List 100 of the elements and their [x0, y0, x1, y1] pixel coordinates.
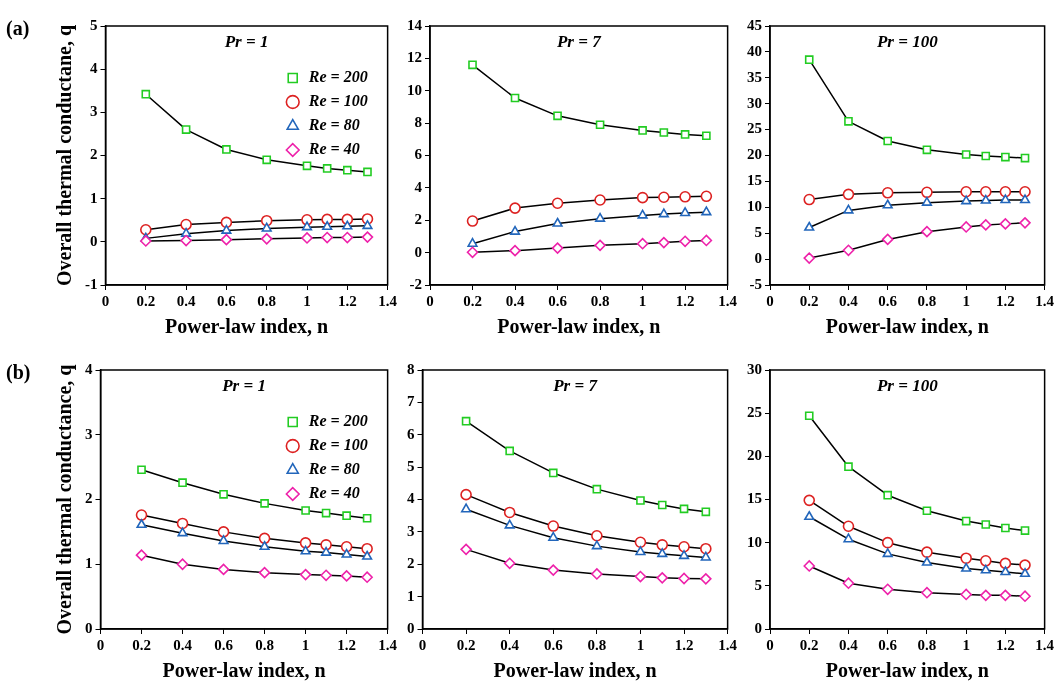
x-tick-label: 1.2: [996, 292, 1015, 309]
chart-title: Pr = 1: [221, 375, 266, 395]
y-tick-label: 6: [414, 146, 423, 163]
x-tick-label: 0.6: [214, 636, 234, 653]
x-tick-label: 0.6: [548, 292, 568, 309]
y-tick-label: 35: [747, 68, 762, 85]
x-tick-label: 1.4: [718, 292, 738, 309]
x-tick-label: 1.2: [674, 636, 694, 653]
y-tick-label: 0: [414, 243, 422, 260]
y-tick-label: -2: [409, 275, 422, 292]
y-tick-label: 3: [90, 103, 98, 120]
y-tick-label: 4: [85, 360, 93, 377]
y-tick-label: 6: [407, 425, 415, 442]
chart-title: Pr = 1: [223, 31, 269, 51]
y-tick-label: 0: [407, 619, 415, 636]
legend-label: Re = 200: [307, 412, 368, 430]
y-tick-label: 8: [407, 360, 415, 377]
x-tick-label: 1.4: [1035, 292, 1055, 309]
x-tick-label: 1.2: [996, 636, 1015, 653]
y-tick-label: 1: [407, 587, 415, 604]
x-tick-label: 0.2: [136, 292, 156, 309]
y-tick-label: 2: [407, 555, 415, 572]
x-tick-label: 1.4: [1035, 636, 1055, 653]
x-tick-label: 0.4: [176, 292, 196, 309]
x-tick-label: 0.8: [917, 292, 937, 309]
y-tick-label: 4: [414, 178, 423, 195]
y-tick-label: 10: [407, 81, 422, 98]
x-tick-label: 0.4: [173, 636, 193, 653]
y-axis-title: Overall thermal conductance, q: [53, 364, 77, 635]
y-tick-label: 8: [414, 114, 422, 130]
x-tick-label: 1: [638, 292, 647, 309]
x-tick-label: 0: [766, 636, 774, 653]
x-tick-label: 1: [962, 636, 970, 653]
y-tick-label: 5: [90, 16, 98, 33]
x-tick-label: 0.8: [255, 636, 274, 653]
y-tick-label: 30: [747, 94, 762, 111]
x-tick-label: 0.8: [917, 636, 937, 653]
y-tick-label: -5: [749, 275, 762, 292]
y-tick-label: 10: [747, 198, 762, 215]
y-tick-label: 4: [90, 60, 98, 77]
legend-label: Re = 80: [307, 460, 360, 478]
y-tick-label: 5: [754, 576, 762, 593]
y-tick-label: 5: [754, 224, 762, 241]
x-tick-label: 1: [303, 292, 311, 309]
y-tick-label: 20: [747, 146, 762, 163]
legend-label: Re = 100: [307, 92, 368, 110]
legend-label: Re = 200: [307, 68, 368, 86]
x-axis-title: Power-law index, n: [825, 315, 989, 338]
x-axis-title: Power-law index, n: [162, 659, 326, 682]
chart-title: Pr = 7: [552, 375, 599, 395]
x-tick-label: 1.2: [675, 292, 695, 309]
chart-title: Pr = 100: [875, 375, 939, 395]
x-tick-label: 1.4: [378, 636, 398, 653]
legend-label: Re = 100: [307, 436, 368, 454]
y-tick-label: 1: [85, 555, 93, 572]
x-tick-label: 0.4: [500, 636, 520, 653]
y-tick-label: 2: [414, 211, 422, 228]
y-tick-label: 15: [747, 490, 762, 507]
y-tick-label: 7: [407, 393, 415, 410]
x-tick-label: 0.8: [587, 636, 607, 653]
x-tick-label: 0: [426, 292, 434, 309]
y-tick-label: 0: [85, 619, 93, 636]
x-tick-label: 0.6: [543, 636, 564, 653]
x-tick-label: 0.2: [799, 636, 819, 653]
y-tick-label: 0: [754, 619, 762, 636]
x-tick-label: 0.2: [456, 636, 476, 653]
y-tick-label: 14: [407, 16, 423, 33]
x-axis-title: Power-law index, n: [493, 659, 657, 682]
x-tick-label: 1.2: [337, 636, 356, 653]
y-tick-label: 45: [747, 16, 762, 33]
x-tick-label: 0: [101, 292, 110, 309]
y-tick-label: 2: [85, 490, 93, 507]
legend-label: Re = 80: [307, 116, 360, 134]
y-tick-label: 0: [90, 232, 98, 249]
x-tick-label: 0.4: [505, 292, 525, 309]
x-tick-label: 0.4: [839, 292, 859, 309]
y-tick-label: 3: [407, 522, 415, 539]
y-tick-label: 25: [747, 120, 762, 137]
text: (b): [6, 361, 31, 385]
x-tick-label: 0.8: [590, 292, 610, 309]
y-tick-label: 4: [407, 490, 415, 507]
y-tick-label: 40: [747, 42, 762, 59]
x-tick-label: 1: [301, 636, 310, 653]
y-tick-label: 30: [747, 360, 762, 377]
x-tick-label: 1.2: [337, 292, 357, 309]
x-tick-label: 0.6: [217, 292, 237, 309]
y-tick-label: 5: [407, 458, 415, 474]
y-tick-label: -1: [85, 275, 98, 292]
x-tick-label: 0.2: [799, 292, 819, 309]
y-tick-label: 1: [90, 189, 98, 206]
y-tick-label: 3: [85, 425, 93, 442]
x-tick-label: 0.4: [839, 636, 859, 653]
y-tick-label: 12: [407, 49, 422, 66]
x-axis-title: Power-law index, n: [497, 315, 661, 338]
chart-title: Pr = 7: [555, 31, 603, 51]
legend-label: Re = 40: [307, 484, 360, 502]
y-tick-label: 25: [747, 404, 762, 421]
x-tick-label: 0: [766, 292, 774, 309]
x-tick-label: 0.2: [132, 636, 151, 653]
x-tick-label: 1.4: [378, 292, 398, 309]
